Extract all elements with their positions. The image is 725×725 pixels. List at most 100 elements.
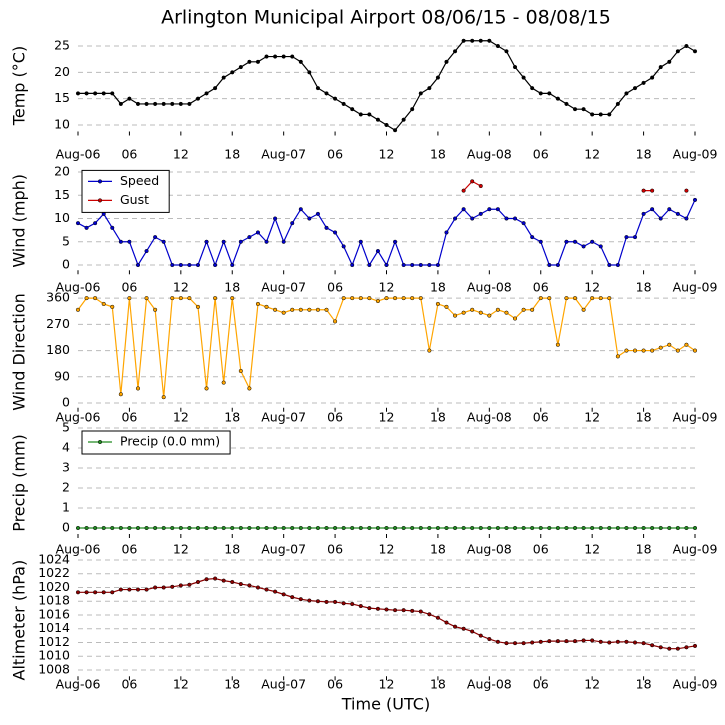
- data-point: [281, 310, 286, 315]
- data-point: [153, 101, 158, 106]
- x-tick-label: 06: [327, 147, 343, 162]
- series-line: [77, 199, 696, 267]
- data-point: [470, 38, 475, 43]
- data-point: [607, 640, 612, 645]
- data-point: [187, 582, 192, 587]
- data-point: [504, 216, 509, 221]
- data-point: [530, 235, 535, 240]
- data-point: [204, 577, 209, 582]
- data-point: [307, 525, 312, 531]
- y-tick-label: 25: [54, 38, 70, 53]
- data-point: [470, 525, 475, 531]
- data-point: [650, 643, 655, 648]
- data-point: [547, 296, 552, 301]
- legend-box: [81, 169, 170, 213]
- data-point: [521, 307, 526, 312]
- data-point: [658, 216, 663, 221]
- data-point: [110, 590, 115, 595]
- data-point: [512, 65, 518, 70]
- data-point: [393, 239, 398, 244]
- data-point: [632, 525, 638, 531]
- data-point: [213, 86, 218, 91]
- data-point: [641, 211, 646, 216]
- data-point: [127, 525, 132, 531]
- data-point: [427, 262, 432, 268]
- data-point: [290, 595, 295, 600]
- data-point: [461, 188, 466, 193]
- data-point: [367, 606, 372, 611]
- data-point: [324, 599, 329, 604]
- data-point: [427, 525, 432, 531]
- x-tick-label: 12: [584, 677, 600, 692]
- data-point: [675, 49, 680, 54]
- data-point: [615, 262, 620, 268]
- data-point: [453, 216, 458, 221]
- legend-marker: [97, 179, 103, 184]
- data-point: [547, 262, 552, 268]
- data-point: [607, 296, 612, 301]
- data-point: [84, 590, 89, 595]
- data-point: [204, 91, 209, 96]
- data-point: [418, 296, 423, 301]
- data-point: [161, 525, 166, 531]
- data-point: [444, 230, 449, 235]
- x-tick-label: 06: [121, 677, 137, 692]
- legend-box: [81, 430, 231, 455]
- data-point: [333, 525, 338, 531]
- data-point: [692, 643, 698, 648]
- x-tick-label: Aug-06: [56, 677, 101, 692]
- data-point: [512, 525, 518, 531]
- data-point: [495, 639, 500, 644]
- data-point: [624, 525, 629, 531]
- data-point: [530, 640, 535, 645]
- data-point: [547, 525, 552, 531]
- data-point: [564, 101, 569, 106]
- data-point: [93, 221, 98, 226]
- data-point: [238, 368, 243, 374]
- data-point: [221, 75, 226, 80]
- data-point: [281, 525, 286, 531]
- data-point: [427, 348, 432, 353]
- data-point: [667, 59, 672, 64]
- data-point: [273, 525, 278, 531]
- data-point: [684, 645, 689, 650]
- data-point: [315, 307, 320, 312]
- data-point: [512, 316, 518, 321]
- data-point: [315, 211, 320, 216]
- data-point: [273, 216, 278, 221]
- data-point: [590, 112, 595, 117]
- data-point: [581, 525, 586, 531]
- data-point: [170, 296, 175, 301]
- data-point: [230, 525, 235, 531]
- x-tick-label: Aug-09: [673, 147, 718, 162]
- y-axis-label: Altimeter (hPa): [10, 560, 29, 681]
- data-point: [324, 525, 329, 531]
- data-point: [375, 117, 380, 122]
- x-tick-label: 18: [430, 280, 446, 295]
- data-point: [470, 629, 475, 634]
- x-tick-label: 18: [430, 147, 446, 162]
- data-point: [221, 239, 226, 244]
- data-point: [418, 525, 423, 531]
- y-tick-label: 1018: [38, 593, 70, 608]
- y-tick-label: 1008: [38, 661, 70, 676]
- data-point: [178, 101, 183, 106]
- data-point: [650, 75, 655, 80]
- x-axis-label: Time (UTC): [341, 695, 430, 714]
- data-point: [367, 296, 372, 301]
- data-point: [624, 639, 629, 644]
- data-point: [110, 525, 115, 531]
- data-point: [675, 211, 680, 216]
- x-tick-label: Aug-07: [261, 410, 306, 425]
- data-point: [144, 296, 149, 301]
- y-tick-label: 0: [62, 257, 70, 272]
- data-point: [101, 91, 106, 96]
- x-tick-label: 06: [121, 410, 137, 425]
- y-tick-label: 10: [54, 116, 70, 131]
- data-point: [307, 307, 312, 312]
- data-point: [247, 59, 252, 64]
- x-tick-label: 12: [584, 410, 600, 425]
- data-point: [538, 296, 543, 301]
- data-point: [324, 91, 329, 96]
